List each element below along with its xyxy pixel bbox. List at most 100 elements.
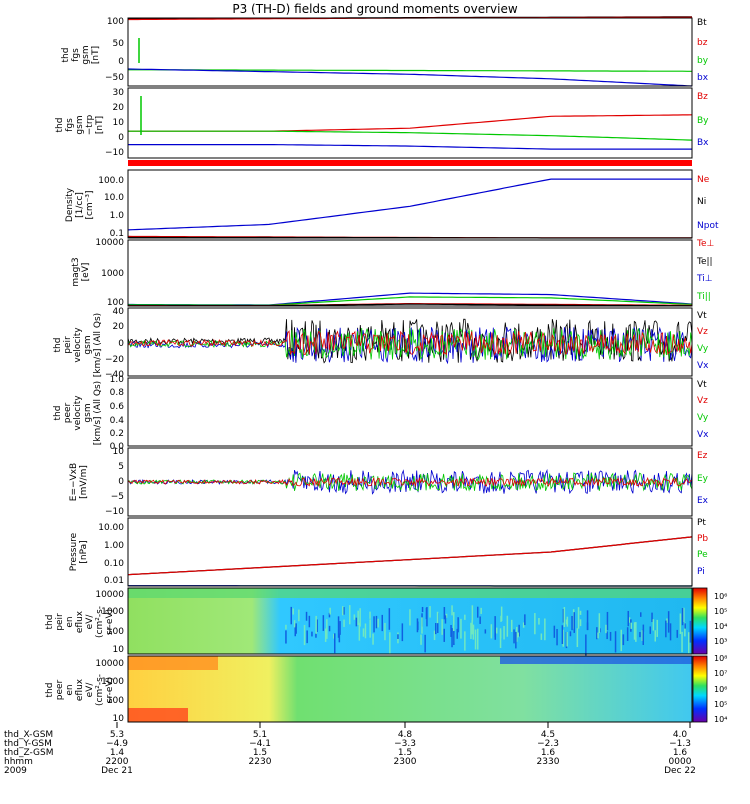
peer-spec-ylabel-2: en xyxy=(65,684,75,695)
legend-by: by xyxy=(697,56,709,66)
density-ylabel-2: [cm⁻³] xyxy=(85,190,95,219)
peir-spectrogram-streak xyxy=(369,612,371,619)
legend-Ne: Ne xyxy=(697,175,710,185)
legend-Bt: Bt xyxy=(697,18,707,28)
series-Pt xyxy=(128,537,692,575)
series-Bx-dtrp xyxy=(128,145,692,150)
peir-spectrogram-streak xyxy=(538,618,540,625)
peir-spectrogram-streak xyxy=(409,609,411,625)
efield-tick-3: −5 xyxy=(111,492,124,502)
legend-bx: bx xyxy=(697,73,709,83)
x-axis-labels: thd_X-GSM thd_Y-GSM thd_Z-GSM hhmm 2009 … xyxy=(4,730,696,776)
xcol-4-date: Dec 22 xyxy=(664,766,696,776)
peir-cbar-tick-0: 10⁶ xyxy=(714,592,727,601)
pressure-tick-0: 10.00 xyxy=(98,523,124,533)
peir-spectrogram-streak xyxy=(451,605,453,615)
peer-spec-tick-3: 10 xyxy=(113,714,125,724)
peir-spectrogram-streak xyxy=(445,615,447,623)
peir-spectrogram-streak xyxy=(491,624,493,638)
peir-spectrogram-streak xyxy=(472,605,474,621)
dtrp-tick-4: −10 xyxy=(105,148,124,158)
peir-spec-ylabel-5: (cm²-s- xyxy=(95,606,105,638)
fgs-tick-3: −50 xyxy=(105,73,124,83)
peir-spectrogram-streak xyxy=(295,623,297,633)
legend-Pe: Pe xyxy=(697,550,708,560)
peir-spectrogram-streak xyxy=(417,618,419,632)
legend-Te-perp: Te⊥ xyxy=(696,239,715,249)
peir-spectrogram-streak xyxy=(363,628,365,636)
peir-spectrogram-streak xyxy=(377,619,379,628)
xcol-1-time: 2230 xyxy=(249,757,272,767)
peer-spectrogram-hot-top xyxy=(128,656,218,670)
legend-Npot: Npot xyxy=(697,221,719,231)
temp-tick-1: 1000 xyxy=(101,269,124,279)
density-tick-0: 100.0 xyxy=(98,176,124,186)
peir-spectrogram-streak xyxy=(285,630,287,643)
peir-spectrogram-streak xyxy=(578,607,580,629)
peir-spectrogram-streak xyxy=(444,629,446,642)
peir-spectrogram-streak xyxy=(585,634,587,655)
peir-spectrogram-streak xyxy=(349,605,351,624)
efield-ylabel-0: E=−VxB xyxy=(69,463,79,501)
peir-spectrogram-streak xyxy=(441,619,443,635)
peir-spectrogram-streak xyxy=(621,630,623,651)
legend-peir-Vz: Vz xyxy=(697,327,708,337)
peir-spectrogram-streak xyxy=(376,616,378,628)
peir-spectrogram-streak xyxy=(306,630,308,643)
peir-spectrogram-streak xyxy=(574,612,576,633)
peer-tick-4: 0.2 xyxy=(110,429,124,439)
peir-spectrogram-streak xyxy=(422,607,424,612)
pressure-ylabel-0: Pressure xyxy=(69,532,79,571)
xcol-0: 5.3 −4.9 1.4 2200 Dec 21 xyxy=(101,730,133,776)
xcol-1: 5.1 −4.1 1.5 2230 xyxy=(249,730,272,767)
peer-tick-3: 0.4 xyxy=(110,416,125,426)
efield-tick-1: 5 xyxy=(118,462,124,472)
peir-spectrogram-streak xyxy=(680,613,682,634)
peir-spectrogram-streak xyxy=(665,621,667,638)
peir-spec-tick-3: 10 xyxy=(113,645,125,655)
peer-cbar-tick-1: 10⁷ xyxy=(714,669,727,678)
peir-spec-tick-0: 10000 xyxy=(95,590,124,600)
dtrp-ylabel-3: −trp xyxy=(85,114,95,135)
pressure-tick-2: 0.10 xyxy=(104,559,124,569)
peir-spectrogram-streak xyxy=(421,617,423,633)
peir-spectrogram-streak xyxy=(554,626,556,638)
peir-spectrogram-streak xyxy=(480,608,482,614)
peir-spectrogram-streak xyxy=(354,614,356,619)
figure-title: P3 (TH-D) fields and ground moments over… xyxy=(232,2,517,16)
density-panel-labels: 100.0 10.0 1.0 0.1 Density [1/cc] [cm⁻³]… xyxy=(65,175,719,239)
peir-spectrogram-streak xyxy=(670,623,672,640)
peer-spec-ylabel-1: peer xyxy=(55,679,65,700)
peir-spectrogram-streak xyxy=(599,613,601,633)
temp-ylabel-1: [eV] xyxy=(81,263,91,282)
peer-spec-ylabel-0: thd xyxy=(45,683,55,698)
density-ylabel-0: Density xyxy=(65,187,75,222)
legend-By: By xyxy=(697,116,709,126)
peir-spectrogram-streak xyxy=(323,615,325,631)
peir-tick-3: −20 xyxy=(105,355,124,365)
peer-cbar-tick-3: 10⁵ xyxy=(714,700,727,709)
peir-spectrogram-streak xyxy=(564,607,566,627)
temp-ylabel-0: magt3 xyxy=(71,257,81,286)
fgs-ylabel-1: fgs xyxy=(71,48,81,62)
peir-spectrogram-streak xyxy=(628,611,630,626)
legend-Ey: Ey xyxy=(697,474,709,484)
dtrp-ylabel-1: fgs xyxy=(65,118,75,132)
peir-spectrogram-streak xyxy=(605,625,607,633)
red-marker-bar xyxy=(128,160,692,166)
peir-spectrogram-streak xyxy=(369,619,371,637)
peir-spectrogram-streak xyxy=(610,632,612,641)
peir-spectrogram-streak xyxy=(657,620,659,637)
fgs-dtrp-panel-frame xyxy=(128,88,692,158)
peir-spectrogram-streak xyxy=(298,610,300,622)
peir-spectrogram-streak xyxy=(640,612,642,617)
xcol-4: 4.0 −1.3 1.6 0000 Dec 22 xyxy=(664,730,696,776)
peer-cbar-tick-0: 10⁸ xyxy=(714,654,727,663)
legend-Ex: Ex xyxy=(697,496,709,506)
peir-spectrogram-streak xyxy=(639,632,641,637)
density-tick-1: 10.0 xyxy=(104,193,124,203)
peir-spectrogram-streak xyxy=(650,626,652,633)
peir-spectrogram-streak xyxy=(460,619,462,639)
legend-bz: bz xyxy=(697,38,708,48)
